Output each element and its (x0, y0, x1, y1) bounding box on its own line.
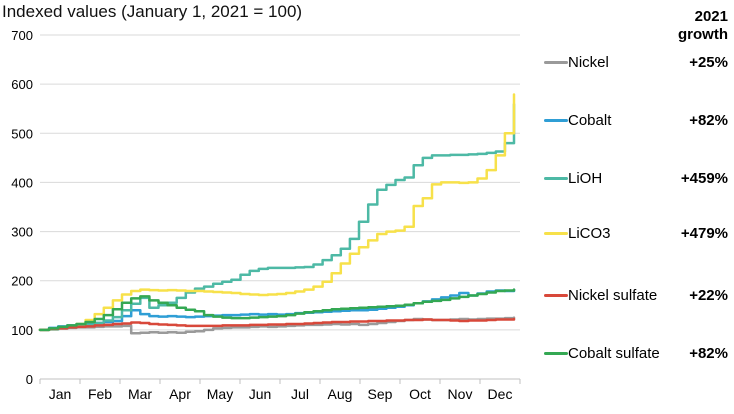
line-chart: 0 100 200 300 400 500 600 700 Jan Feb Mar Apr May Jun… (11, 28, 521, 402)
x-tick-label: Jan (49, 386, 72, 402)
legend-growth-value: +25% (689, 53, 728, 71)
series-line-cobalt-sulfate (38, 288, 516, 332)
y-tick-label: 0 (26, 372, 33, 387)
lioh-line-swatch (544, 176, 568, 180)
y-tick-label: 400 (11, 175, 33, 190)
y-tick-label: 200 (11, 274, 33, 289)
y-tick-label: 500 (11, 126, 33, 141)
legend-item-lico3: LiCO3 +479% (544, 223, 728, 243)
cobalt-line-swatch (544, 118, 568, 122)
legend-label: Cobalt (568, 111, 612, 129)
legend-label: Nickel (568, 53, 609, 71)
legend-growth-value: +479% (680, 224, 728, 242)
x-tick-label: May (207, 386, 233, 402)
series-line-lico3 (38, 93, 516, 332)
legend-label: Nickel sulfate (568, 286, 658, 304)
x-tick-label: Mar (128, 386, 152, 402)
legend-item-cobalt: Cobalt +82% (544, 110, 728, 130)
legend-label: LiCO3 (568, 224, 611, 242)
lico3-line-swatch (544, 231, 568, 235)
nickel-sulfate-line-swatch (544, 293, 568, 297)
x-tick-label: Jul (291, 386, 309, 402)
nickel-line-swatch (544, 60, 568, 64)
legend-label: LiOH (568, 169, 603, 187)
x-tick-label: Oct (409, 386, 431, 402)
x-tick-label: Aug (328, 386, 353, 402)
x-tick-label: Feb (88, 386, 112, 402)
chart-title: Indexed values (January 1, 2021 = 100) (2, 2, 303, 21)
x-tick-label: Dec (488, 386, 513, 402)
series-line-nickel-sulfate (38, 317, 516, 332)
legend-growth-value: +82% (689, 344, 728, 362)
legend-item-nickel-sulfate: Nickel sulfate +22% (544, 285, 728, 305)
series-line-lioh (38, 103, 516, 332)
legend-label: Cobalt sulfate (568, 344, 660, 362)
x-tick-label: Apr (169, 386, 191, 402)
legend-growth-value: +22% (689, 286, 728, 304)
x-tick-label: Sep (368, 386, 393, 402)
legend-item-nickel: Nickel +25% (544, 52, 728, 72)
chart-legend: 2021 growth Nickel +25% Cobalt +82% LiOH… (540, 0, 734, 414)
y-tick-label: 300 (11, 225, 33, 240)
x-tick-label: Jun (249, 386, 272, 402)
chart-canvas: 0 100 200 300 400 500 600 700 Jan Feb Mar Apr May Jun… (11, 28, 521, 402)
y-tick-label: 100 (11, 323, 33, 338)
legend-growth-header: 2021 growth (678, 8, 728, 43)
x-tick-label: Nov (448, 386, 473, 402)
legend-growth-value: +459% (680, 169, 728, 187)
legend-item-lioh: LiOH +459% (544, 168, 728, 188)
legend-growth-value: +82% (689, 111, 728, 129)
y-tick-label: 600 (11, 77, 33, 92)
legend-item-cobalt-sulfate: Cobalt sulfate +82% (544, 343, 728, 363)
cobalt-sulfate-line-swatch (544, 351, 568, 355)
y-tick-label: 700 (11, 28, 33, 43)
